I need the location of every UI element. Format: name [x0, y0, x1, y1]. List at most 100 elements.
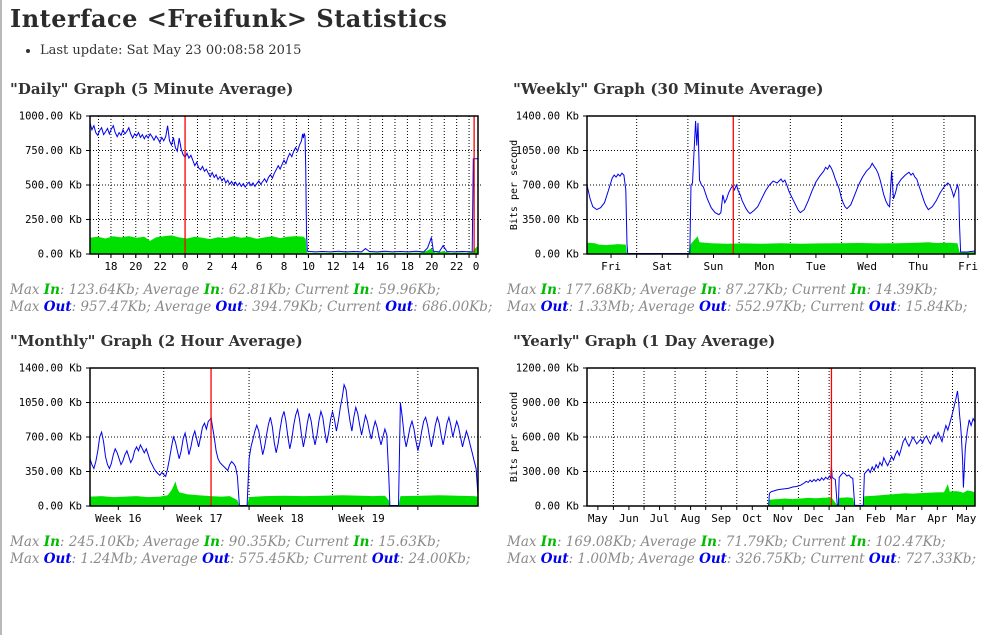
- svg-text:350.00 Kb: 350.00 Kb: [25, 466, 82, 478]
- out-label: Out: [202, 550, 230, 567]
- yearly-stats-out: Max Out: 1.00Mb; Average Out: 326.75Kb; …: [507, 550, 977, 567]
- svg-text:2: 2: [207, 260, 214, 273]
- svg-text:1400.00 Kb: 1400.00 Kb: [516, 111, 579, 123]
- weekly-ylabel: Bits per second: [509, 140, 520, 230]
- out-label: Out: [868, 550, 897, 567]
- svg-text:Week 16: Week 16: [95, 512, 141, 525]
- svg-text:Jan: Jan: [835, 512, 855, 525]
- daily-stats: Max In: 123.64Kb; Average In: 62.81Kb; C…: [10, 282, 507, 316]
- panel-monthly: "Monthly" Graph (2 Hour Average) 0.00 Kb…: [10, 316, 507, 568]
- svg-text:0.00 Kb: 0.00 Kb: [535, 249, 579, 261]
- daily-in-area: [90, 235, 478, 254]
- out-label: Out: [540, 298, 569, 315]
- monthly-out-line: [89, 382, 479, 506]
- svg-text:Nov: Nov: [773, 512, 793, 525]
- svg-text:600.00 Kb: 600.00 Kb: [522, 431, 579, 443]
- svg-text:Week 19: Week 19: [338, 512, 384, 525]
- svg-text:700.00 Kb: 700.00 Kb: [522, 180, 579, 192]
- svg-text:Sat: Sat: [652, 260, 672, 273]
- svg-text:Mon: Mon: [755, 260, 775, 273]
- svg-text:350.00 Kb: 350.00 Kb: [522, 214, 579, 226]
- weekly-stats-in: Max In: 177.68Kb; Average In: 87.27Kb; C…: [507, 282, 938, 298]
- svg-text:0.00 Kb: 0.00 Kb: [535, 500, 579, 512]
- yearly-stats: Max In: 169.08Kb; Average In: 71.79Kb; C…: [507, 534, 990, 568]
- out-label: Out: [43, 550, 72, 567]
- svg-text:Week 18: Week 18: [257, 512, 303, 525]
- out-label: Out: [215, 298, 244, 315]
- svg-text:Tue: Tue: [806, 260, 826, 273]
- panel-weekly: "Weekly" Graph (30 Minute Average) 0.00 …: [507, 64, 990, 316]
- svg-text:Feb: Feb: [866, 512, 886, 525]
- in-label: In: [700, 533, 717, 550]
- svg-text:18: 18: [401, 260, 414, 273]
- daily-stats-out: Max Out: 957.47Kb; Average Out: 394.79Kb…: [10, 298, 493, 315]
- yearly-graph-image: 0.00 Kb 300.00 Kb 600.00 Kb 900.00 Kb 1200.0…: [507, 360, 990, 528]
- out-label: Out: [699, 550, 727, 567]
- svg-text:20: 20: [425, 260, 438, 273]
- in-label: In: [43, 533, 60, 550]
- panel-yearly: "Yearly" Graph (1 Day Average) 0.00 Kb 30…: [507, 316, 990, 568]
- out-label: Out: [868, 298, 897, 315]
- in-label: In: [203, 282, 220, 298]
- weekly-graph-title: "Weekly" Graph (30 Minute Average): [513, 80, 824, 98]
- svg-text:0.00 Kb: 0.00 Kb: [38, 249, 82, 261]
- monthly-stats: Max In: 245.10Kb; Average In: 90.35Kb; C…: [10, 534, 507, 568]
- monthly-stats-out: Max Out: 1.24Mb; Average Out: 575.45Kb; …: [10, 550, 471, 567]
- svg-text:Dec: Dec: [804, 512, 824, 525]
- svg-text:8: 8: [281, 260, 288, 273]
- svg-text:Mar: Mar: [896, 512, 916, 525]
- daily-graph-image: 0.00 Kb 250.00 Kb 500.00 Kb 750.00 Kb 1000.0…: [10, 108, 507, 276]
- svg-text:10: 10: [302, 260, 315, 273]
- daily-stats-in: Max In: 123.64Kb; Average In: 62.81Kb; C…: [10, 282, 441, 298]
- in-label: In: [850, 533, 867, 550]
- svg-text:May: May: [588, 512, 608, 525]
- svg-text:1050.00 Kb: 1050.00 Kb: [516, 145, 579, 157]
- svg-text:900.00 Kb: 900.00 Kb: [522, 397, 579, 409]
- svg-text:12: 12: [327, 260, 340, 273]
- out-label: Out: [540, 550, 569, 567]
- svg-text:May: May: [957, 512, 977, 525]
- svg-text:Fri: Fri: [601, 260, 621, 273]
- last-update: Last update: Sat May 23 00:08:58 2015: [40, 43, 990, 58]
- monthly-stats-in: Max In: 245.10Kb; Average In: 90.35Kb; C…: [10, 533, 441, 550]
- monthly-chart-svg: 0.00 Kb 350.00 Kb 700.00 Kb 1050.00 Kb 1400.…: [19, 362, 483, 525]
- svg-text:6: 6: [256, 260, 263, 273]
- daily-chart-svg: 0.00 Kb 250.00 Kb 500.00 Kb 750.00 Kb 1000.0…: [19, 111, 483, 273]
- in-label: In: [43, 282, 60, 298]
- svg-text:18: 18: [104, 260, 117, 273]
- monthly-in-area: [90, 481, 478, 506]
- svg-text:0.00 Kb: 0.00 Kb: [38, 500, 82, 512]
- svg-text:Sun: Sun: [704, 260, 724, 273]
- out-label: Out: [371, 550, 400, 567]
- weekly-stats-out: Max Out: 1.33Mb; Average Out: 552.97Kb; …: [507, 298, 968, 315]
- yearly-out-line: [587, 390, 976, 507]
- svg-text:1200.00 Kb: 1200.00 Kb: [516, 362, 579, 374]
- svg-text:250.00 Kb: 250.00 Kb: [25, 214, 82, 226]
- in-label: In: [850, 282, 867, 298]
- yearly-ylabel: Bits per second: [509, 392, 520, 482]
- mrtg-page: Interface <Freifunk> Statistics Last upd…: [2, 0, 990, 568]
- yearly-graph-title: "Yearly" Graph (1 Day Average): [513, 331, 776, 350]
- monthly-graph-image: 0.00 Kb 350.00 Kb 700.00 Kb 1050.00 Kb 1400.…: [10, 360, 507, 528]
- out-label: Out: [699, 298, 727, 315]
- svg-text:0: 0: [182, 260, 189, 273]
- in-label: In: [353, 282, 370, 298]
- daily-out-line: [89, 122, 478, 253]
- in-label: In: [203, 533, 220, 550]
- svg-text:500.00 Kb: 500.00 Kb: [25, 180, 82, 192]
- svg-text:20: 20: [129, 260, 142, 273]
- yearly-in-area: [587, 483, 975, 506]
- svg-text:300.00 Kb: 300.00 Kb: [522, 466, 579, 478]
- svg-text:Week 17: Week 17: [176, 512, 222, 525]
- daily-graph-title: "Daily" Graph (5 Minute Average): [10, 80, 294, 98]
- in-label: In: [353, 533, 370, 550]
- svg-text:Jun: Jun: [619, 512, 639, 525]
- weekly-chart-svg: 0.00 Kb 350.00 Kb 700.00 Kb 1050.00 Kb 1400.…: [509, 111, 980, 273]
- svg-text:Oct: Oct: [742, 512, 762, 525]
- svg-text:14: 14: [351, 260, 365, 273]
- weekly-out-line: [586, 120, 976, 254]
- svg-text:700.00 Kb: 700.00 Kb: [25, 431, 82, 443]
- page-title: Interface <Freifunk> Statistics: [10, 4, 448, 33]
- yearly-stats-in: Max In: 169.08Kb; Average In: 71.79Kb; C…: [507, 533, 946, 550]
- svg-text:1050.00 Kb: 1050.00 Kb: [19, 397, 82, 409]
